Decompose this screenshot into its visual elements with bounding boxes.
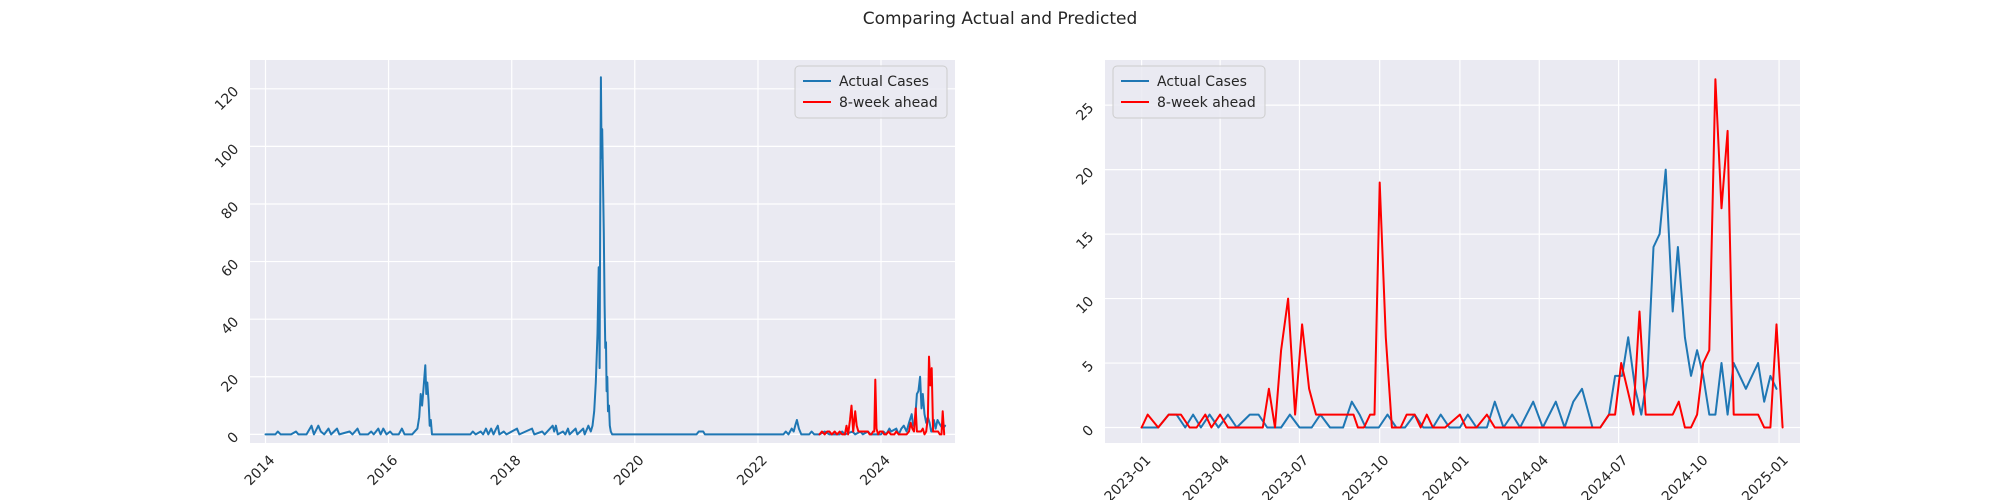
series-line-8-week-ahead [1140, 78, 1784, 429]
legend-label: Actual Cases [1157, 74, 1247, 90]
legend-label: 8-week ahead [839, 95, 938, 111]
x-tick-label: 2023-04 [1180, 452, 1233, 500]
y-tick-label: 60 [218, 257, 242, 281]
figure-title: Comparing Actual and Predicted [863, 9, 1138, 29]
y-tick-label: 10 [1073, 294, 1097, 318]
y-tick-label: 20 [1073, 165, 1097, 189]
x-tick-label: 2023-10 [1340, 452, 1393, 500]
legend-label: Actual Cases [839, 74, 929, 90]
x-tick-label: 2020 [611, 452, 648, 489]
legend-box [794, 65, 948, 119]
y-tick-label: 0 [225, 429, 243, 447]
y-tick-label: 5 [1080, 358, 1098, 376]
x-tick-label: 2025-01 [1739, 452, 1792, 500]
y-tick-label: 0 [1080, 423, 1098, 441]
series-line-actual-cases [264, 76, 947, 436]
x-tick-label: 2024-07 [1579, 452, 1632, 500]
y-tick-label: 40 [218, 314, 242, 338]
x-tick-label: 2022 [734, 452, 771, 489]
x-tick-label: 2024-04 [1499, 452, 1552, 500]
series-line-8-week-ahead [818, 355, 946, 436]
grid [1105, 60, 1800, 443]
y-tick-label: 120 [212, 84, 242, 114]
x-tick-label: 2023-07 [1260, 452, 1313, 500]
y-tick-label: 100 [212, 141, 242, 171]
x-tick-label: 2024-10 [1659, 452, 1712, 500]
x-tick-label: 2016 [365, 452, 402, 489]
legend: Actual Cases 8-week ahead [1112, 65, 1266, 119]
y-tick-label: 25 [1073, 100, 1097, 124]
y-tick-label: 20 [218, 372, 242, 396]
x-tick-label: 2014 [242, 452, 279, 489]
plot-area [250, 60, 955, 443]
legend-box [1112, 65, 1266, 119]
x-tick-label: 2024-01 [1420, 452, 1473, 500]
legend-label: 8-week ahead [1157, 95, 1256, 111]
plot-area [1105, 60, 1800, 443]
x-tick-label: 2018 [488, 452, 525, 489]
y-tick-label: 15 [1073, 229, 1097, 253]
y-tick-label: 80 [218, 199, 242, 223]
x-tick-label: 2023-01 [1102, 452, 1155, 500]
right-chart-panel: 2023-01 2023-04 2023-07 2023-10 2024-01 2024-… [1073, 60, 1800, 504]
x-tick-label: 2024 [857, 452, 894, 489]
left-chart-panel: 2014 2016 2018 2020 2022 2024 0 20 40 60 80 100 120 A… [212, 60, 955, 489]
legend: Actual Cases 8-week ahead [794, 65, 948, 119]
